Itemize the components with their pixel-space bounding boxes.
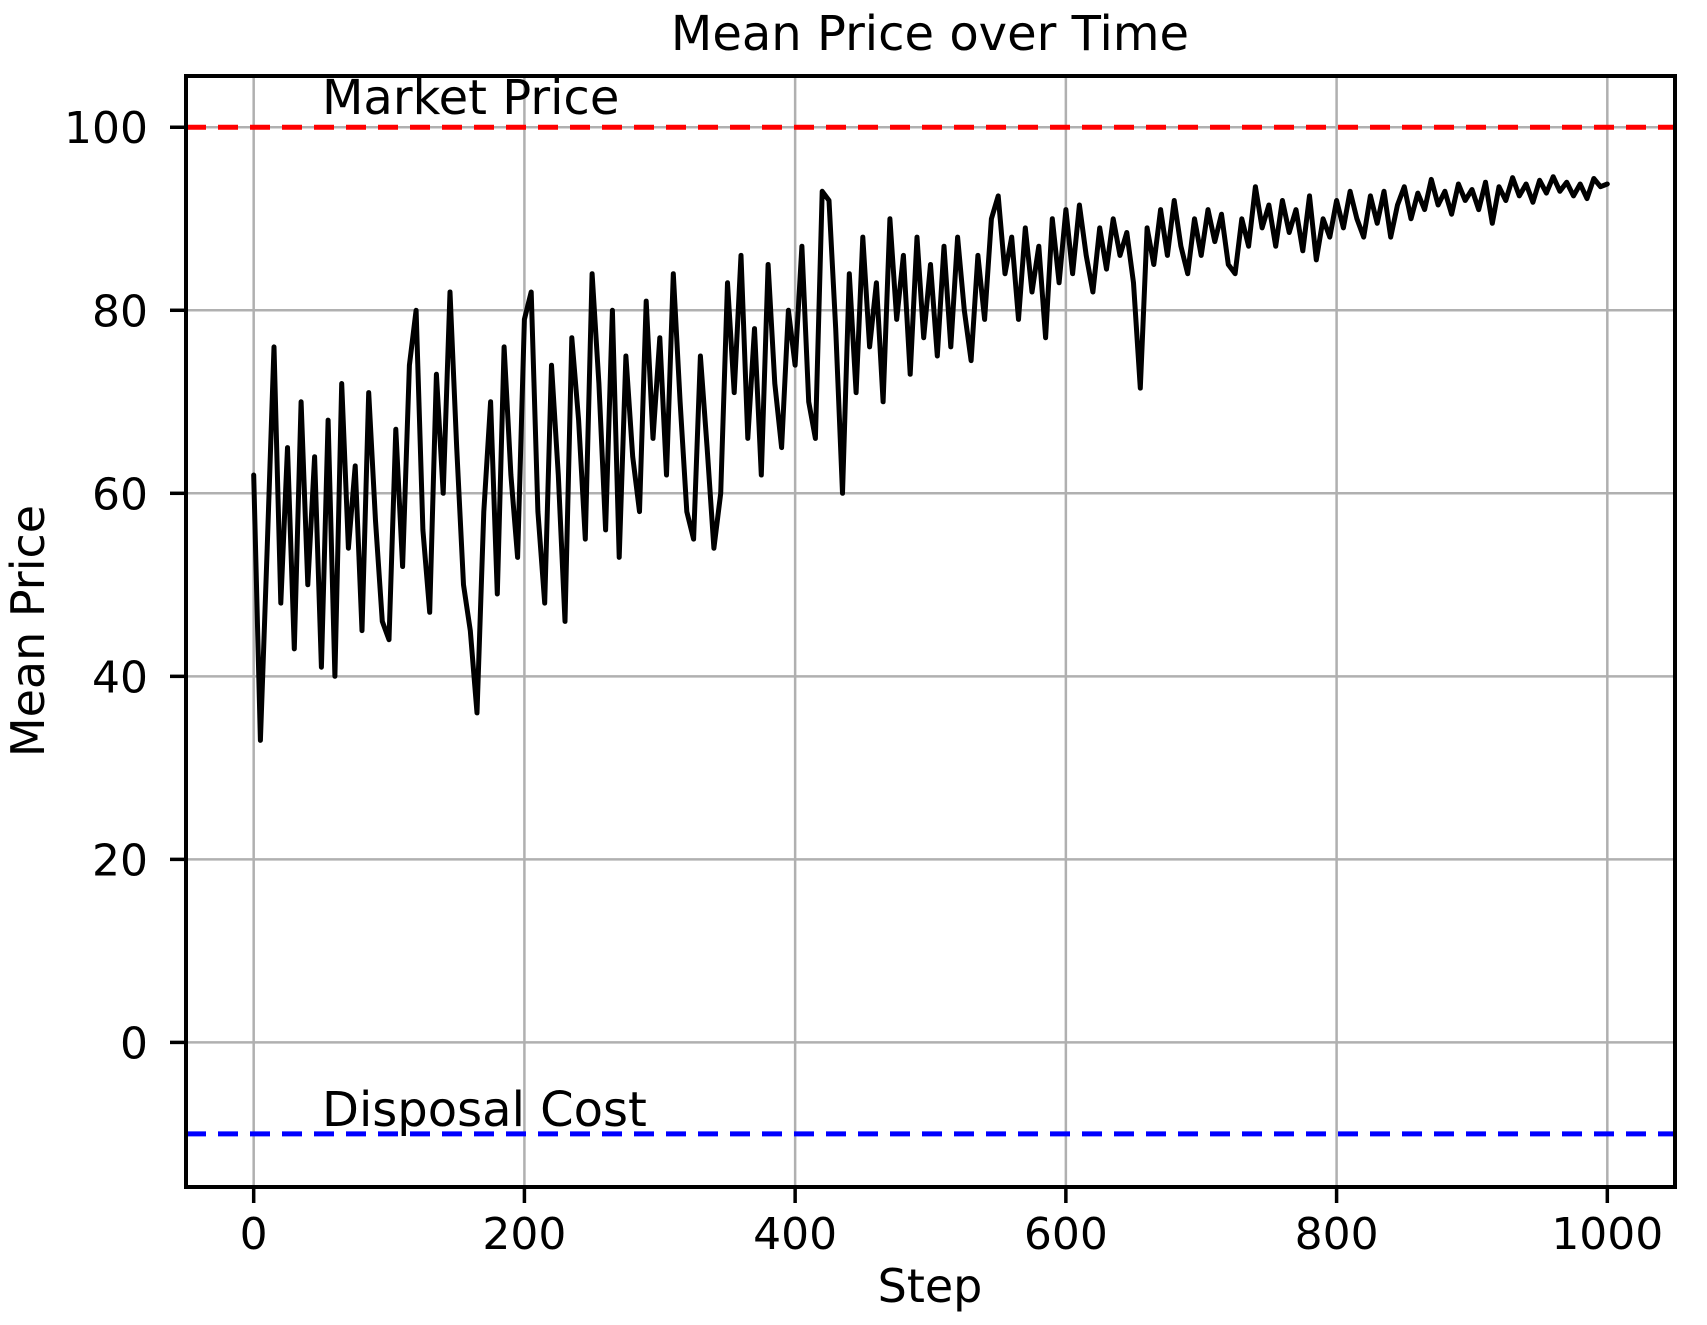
x-tick-label: 400	[753, 1209, 837, 1260]
x-tick-label: 800	[1295, 1209, 1379, 1260]
y-tick-label: 80	[92, 286, 148, 337]
chart-title: Mean Price over Time	[671, 6, 1189, 62]
x-axis-label: Step	[878, 1259, 983, 1313]
series-lines	[251, 174, 1610, 743]
y-axis-ticks: 0 20 40 60 80 100	[64, 103, 186, 1069]
x-tick-label: 600	[1024, 1209, 1108, 1260]
market-price-label: Market Price	[322, 70, 619, 126]
x-tick-label: 1000	[1551, 1209, 1663, 1260]
x-axis-ticks: 0 200 400 600 800 1000	[240, 1187, 1663, 1260]
y-axis-label: Mean Price	[1, 505, 55, 757]
reference-lines	[186, 124, 1675, 1137]
x-tick-label: 0	[240, 1209, 268, 1260]
plot-area	[186, 76, 1675, 1187]
mean-price-line	[251, 174, 1610, 743]
x-tick-label: 200	[482, 1209, 566, 1260]
y-tick-label: 0	[120, 1018, 148, 1069]
gridlines	[186, 76, 1675, 1187]
plot-border	[184, 74, 1677, 1189]
y-tick-label: 100	[64, 103, 148, 154]
y-tick-label: 20	[92, 835, 148, 886]
y-tick-label: 60	[92, 469, 148, 520]
y-tick-label: 40	[92, 652, 148, 703]
disposal-cost-label: Disposal Cost	[322, 1082, 647, 1138]
